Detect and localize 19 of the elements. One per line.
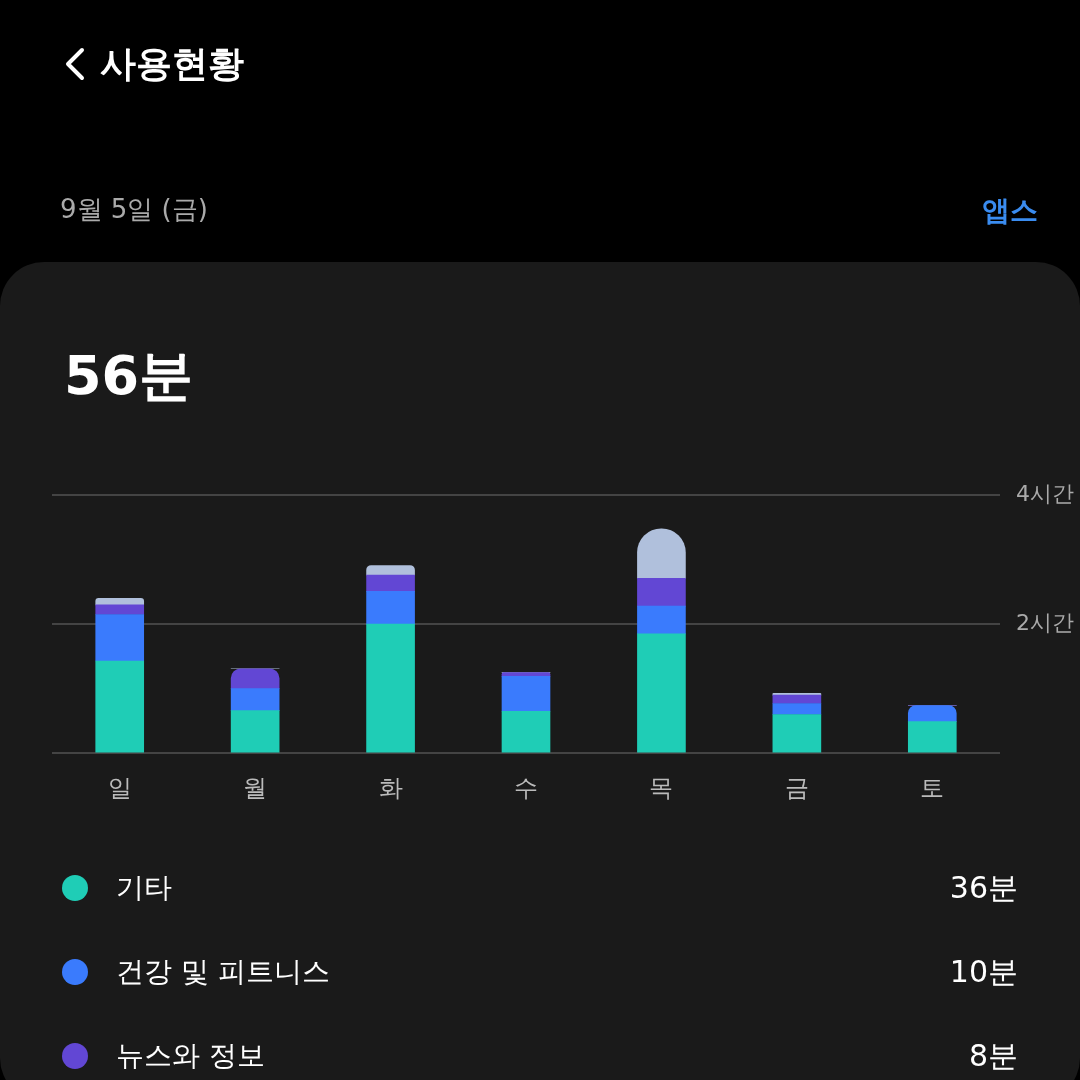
text: 8분 — [968, 1036, 1018, 1075]
text: 56분 — [64, 343, 194, 409]
x-tick-label: 목 — [649, 773, 674, 802]
legend-label: 기타 — [116, 870, 172, 906]
x-tick-label: 일 — [107, 773, 132, 802]
y-tick-label: 4시간 — [1016, 480, 1074, 506]
legend-label: 건강 및 피트니스 — [116, 954, 330, 990]
chart-title: 사용현황 — [100, 42, 244, 86]
legend-label: 뉴스와 정보 — [116, 1038, 265, 1074]
x-tick-label: 화 — [378, 773, 403, 802]
text: 36분 — [949, 868, 1018, 907]
chart-subtitle: 9월 5일 (금) — [60, 193, 208, 226]
text: 앱스 — [982, 193, 1038, 229]
text: 10분 — [949, 952, 1018, 991]
y-tick-label: 2시간 — [1016, 609, 1074, 635]
x-tick-label: 토 — [920, 773, 945, 802]
x-tick-label: 월 — [243, 773, 268, 802]
x-tick-label: 수 — [514, 773, 538, 802]
x-tick-label: 금 — [784, 773, 809, 802]
